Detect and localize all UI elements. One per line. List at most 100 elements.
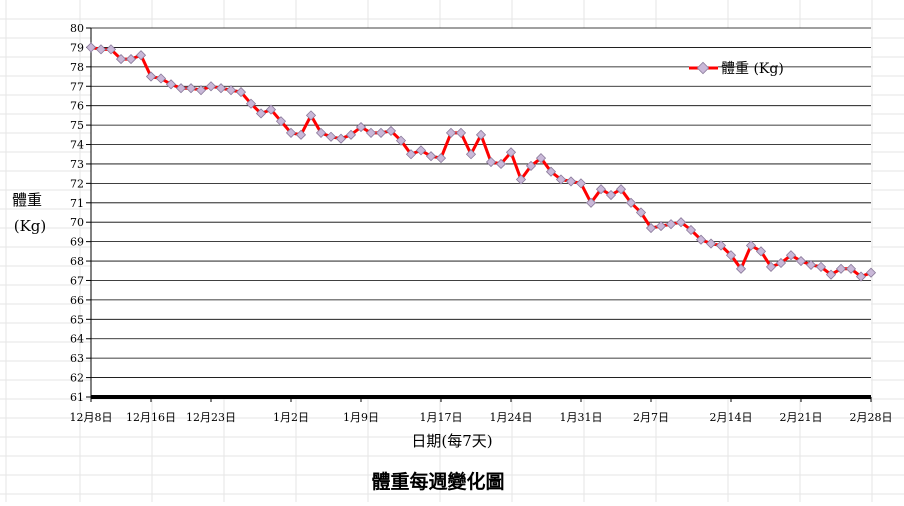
data-point-marker <box>305 110 317 121</box>
data-point-marker <box>525 160 537 171</box>
y-tick-label: 77 <box>70 80 84 93</box>
legend-label: 體重 (Kg) <box>721 61 784 77</box>
data-point-marker <box>185 83 197 94</box>
data-point-marker <box>85 42 97 53</box>
y-tick-label: 67 <box>70 274 84 287</box>
y-tick-label: 63 <box>70 352 84 365</box>
y-tick-label: 66 <box>70 294 84 307</box>
data-point-marker <box>415 145 427 156</box>
data-point-marker <box>695 234 707 245</box>
data-point-marker <box>125 54 137 65</box>
data-point-marker <box>255 108 267 119</box>
data-point-marker <box>405 149 417 160</box>
y-tick-label: 68 <box>70 255 84 268</box>
data-point-marker <box>445 127 457 138</box>
data-point-marker <box>785 250 797 261</box>
data-point-marker <box>275 116 287 127</box>
data-point-marker <box>865 267 877 278</box>
data-point-marker <box>285 127 297 138</box>
x-tick-label: 1月2日 <box>273 411 309 424</box>
data-point-marker <box>495 158 507 170</box>
legend-marker <box>696 61 710 75</box>
chart-title: 體重每週變化圖 <box>371 470 504 493</box>
data-point-marker <box>705 238 717 249</box>
plot-area <box>91 28 871 397</box>
data-point-marker <box>375 127 387 138</box>
data-point-marker <box>625 197 637 208</box>
y-axis-label-line2: (Kg) <box>14 217 47 235</box>
data-point-marker <box>505 147 517 158</box>
data-point-marker <box>355 121 367 133</box>
data-point-marker <box>535 153 547 164</box>
data-point-marker <box>465 149 477 160</box>
x-tick-label: 2月21日 <box>780 411 823 424</box>
data-point-marker <box>655 221 667 232</box>
x-tick-label: 12月8日 <box>70 411 113 424</box>
data-point-marker <box>115 54 127 65</box>
x-tick-label: 2月7日 <box>633 411 669 424</box>
x-tick-label: 1月9日 <box>343 411 379 424</box>
data-point-marker <box>585 197 597 208</box>
data-point-marker <box>825 269 837 280</box>
y-tick-label: 79 <box>70 41 84 54</box>
x-tick-label: 2月28日 <box>850 411 893 424</box>
legend: 體重 (Kg) <box>689 61 784 77</box>
data-point-marker <box>765 261 777 272</box>
data-point-marker <box>755 246 767 257</box>
data-point-marker <box>105 44 117 55</box>
data-point-marker <box>805 259 817 271</box>
data-point-marker <box>425 151 437 162</box>
data-point-marker <box>725 250 737 261</box>
data-point-marker <box>575 178 587 189</box>
x-tick-label: 1月24日 <box>490 411 533 424</box>
data-point-marker <box>635 207 647 218</box>
data-point-marker <box>435 153 447 164</box>
data-point-marker <box>245 98 257 109</box>
series-markers <box>85 42 877 282</box>
data-point-marker <box>135 50 147 61</box>
data-point-marker <box>345 129 357 140</box>
data-point-marker <box>645 222 657 234</box>
data-point-marker <box>595 184 607 195</box>
data-point-marker <box>145 71 157 82</box>
data-point-marker <box>325 131 337 142</box>
y-tick-label: 76 <box>70 100 84 113</box>
data-point-marker <box>95 44 107 55</box>
x-tick-label: 2月14日 <box>710 411 753 424</box>
data-point-marker <box>715 240 727 251</box>
data-point-marker <box>365 127 377 138</box>
y-tick-label: 73 <box>70 158 84 171</box>
data-point-marker <box>195 85 207 96</box>
data-point-marker <box>335 133 347 144</box>
x-tick-label: 1月31日 <box>560 411 603 424</box>
data-point-marker <box>205 81 217 92</box>
x-axis-label: 日期(每7天) <box>411 432 492 450</box>
data-point-marker <box>265 104 277 115</box>
y-tick-label: 72 <box>70 177 84 190</box>
data-point-marker <box>395 135 407 146</box>
x-tick-label: 12月23日 <box>186 411 236 424</box>
data-point-marker <box>545 166 557 177</box>
y-tick-label: 75 <box>70 119 84 132</box>
y-tick-label: 64 <box>70 333 84 346</box>
data-point-marker <box>675 217 687 228</box>
data-point-marker <box>235 87 247 98</box>
data-point-marker <box>615 184 627 195</box>
data-point-marker <box>605 189 617 201</box>
data-point-marker <box>735 263 747 274</box>
data-point-marker <box>315 127 327 138</box>
data-point-marker <box>155 73 167 84</box>
data-point-marker <box>485 156 497 168</box>
y-tick-label: 65 <box>70 313 84 326</box>
data-point-marker <box>835 263 847 274</box>
data-point-marker <box>665 219 677 230</box>
data-point-marker <box>685 224 697 236</box>
x-tick-label: 12月16日 <box>126 411 176 424</box>
data-point-marker <box>555 174 567 185</box>
data-point-marker <box>845 263 857 274</box>
x-tick-label: 1月17日 <box>420 411 463 424</box>
data-point-marker <box>175 83 187 94</box>
x-axis-ticks: 12月8日 12月16日 12月23日 1月2日 1月9日 1月17日 1月24日 1月31日… <box>70 397 893 424</box>
